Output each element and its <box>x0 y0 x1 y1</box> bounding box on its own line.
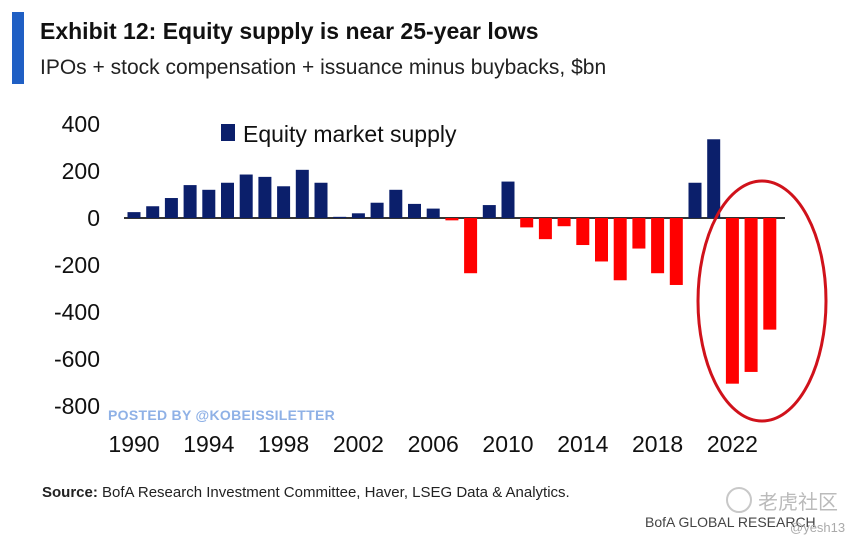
user-handle: @yesh13 <box>790 520 846 535</box>
x-tick-label: 1998 <box>258 431 309 457</box>
bar-2024 <box>763 218 777 330</box>
title-accent-bar <box>12 12 24 84</box>
bar-1999 <box>295 169 309 218</box>
bar-1994 <box>202 189 216 218</box>
bar-1990 <box>127 212 141 218</box>
y-tick-label: -800 <box>54 393 100 419</box>
source-label: Source: <box>42 484 98 501</box>
bar-2014 <box>576 218 590 246</box>
y-tick-label: 400 <box>62 111 100 137</box>
x-tick-label: 1990 <box>108 431 159 457</box>
bar-2012 <box>538 218 552 240</box>
watermark-text: POSTED BY @KOBEISSILETTER <box>108 407 336 423</box>
bar-2009 <box>482 205 496 218</box>
bar-2011 <box>520 218 534 228</box>
bar-2017 <box>632 218 646 249</box>
chart-subtitle: IPOs + stock compensation + issuance min… <box>40 56 607 79</box>
bar-2004 <box>389 189 403 218</box>
tiger-logo-icon <box>726 487 752 513</box>
y-tick-label: -200 <box>54 252 100 278</box>
bar-2008 <box>464 218 478 274</box>
chart-title: Exhibit 12: Equity supply is near 25-yea… <box>40 18 539 44</box>
x-tick-label: 2014 <box>557 431 608 457</box>
x-tick-label: 2006 <box>408 431 459 457</box>
legend-swatch <box>221 124 235 141</box>
bar-2015 <box>595 218 608 262</box>
bar-2003 <box>370 202 384 218</box>
bar-2016 <box>613 218 627 281</box>
bar-2018 <box>651 218 665 274</box>
bar-2019 <box>669 218 683 285</box>
bar-1996 <box>239 174 253 218</box>
bar-2013 <box>557 218 571 227</box>
x-tick-label: 2022 <box>707 431 758 457</box>
source-note: Source: BofA Research Investment Committ… <box>42 484 570 501</box>
x-tick-label: 2002 <box>333 431 384 457</box>
bar-2006 <box>426 208 440 218</box>
bar-2022 <box>725 218 739 384</box>
bar-1992 <box>164 198 178 218</box>
bar-1995 <box>221 182 234 218</box>
y-tick-label: -400 <box>54 299 100 325</box>
bar-1993 <box>183 185 197 218</box>
bar-2000 <box>314 182 328 218</box>
bar-2023 <box>744 218 758 372</box>
highlight-circle <box>696 179 828 423</box>
bar-2020 <box>688 182 702 218</box>
source-text: BofA Research Investment Committee, Have… <box>97 484 570 501</box>
bar-1991 <box>146 206 160 218</box>
x-tick-label: 2010 <box>482 431 533 457</box>
footer-brand: BofA GLOBAL RESEARCH <box>645 514 816 530</box>
x-tick-label: 1994 <box>183 431 234 457</box>
y-tick-label: 200 <box>62 158 100 184</box>
bar-2005 <box>408 203 421 218</box>
bar-2010 <box>501 181 515 218</box>
community-watermark: 老虎社区 <box>758 492 838 514</box>
x-tick-label: 2018 <box>632 431 683 457</box>
y-tick-label: 0 <box>87 205 100 231</box>
bar-1998 <box>277 186 291 218</box>
y-tick-label: -600 <box>54 346 100 372</box>
bar-2001 <box>333 216 347 218</box>
bar-1997 <box>258 176 272 218</box>
bar-2007 <box>445 218 459 221</box>
bar-2021 <box>707 139 721 218</box>
bar-2002 <box>351 213 365 218</box>
legend-label: Equity market supply <box>243 121 457 147</box>
